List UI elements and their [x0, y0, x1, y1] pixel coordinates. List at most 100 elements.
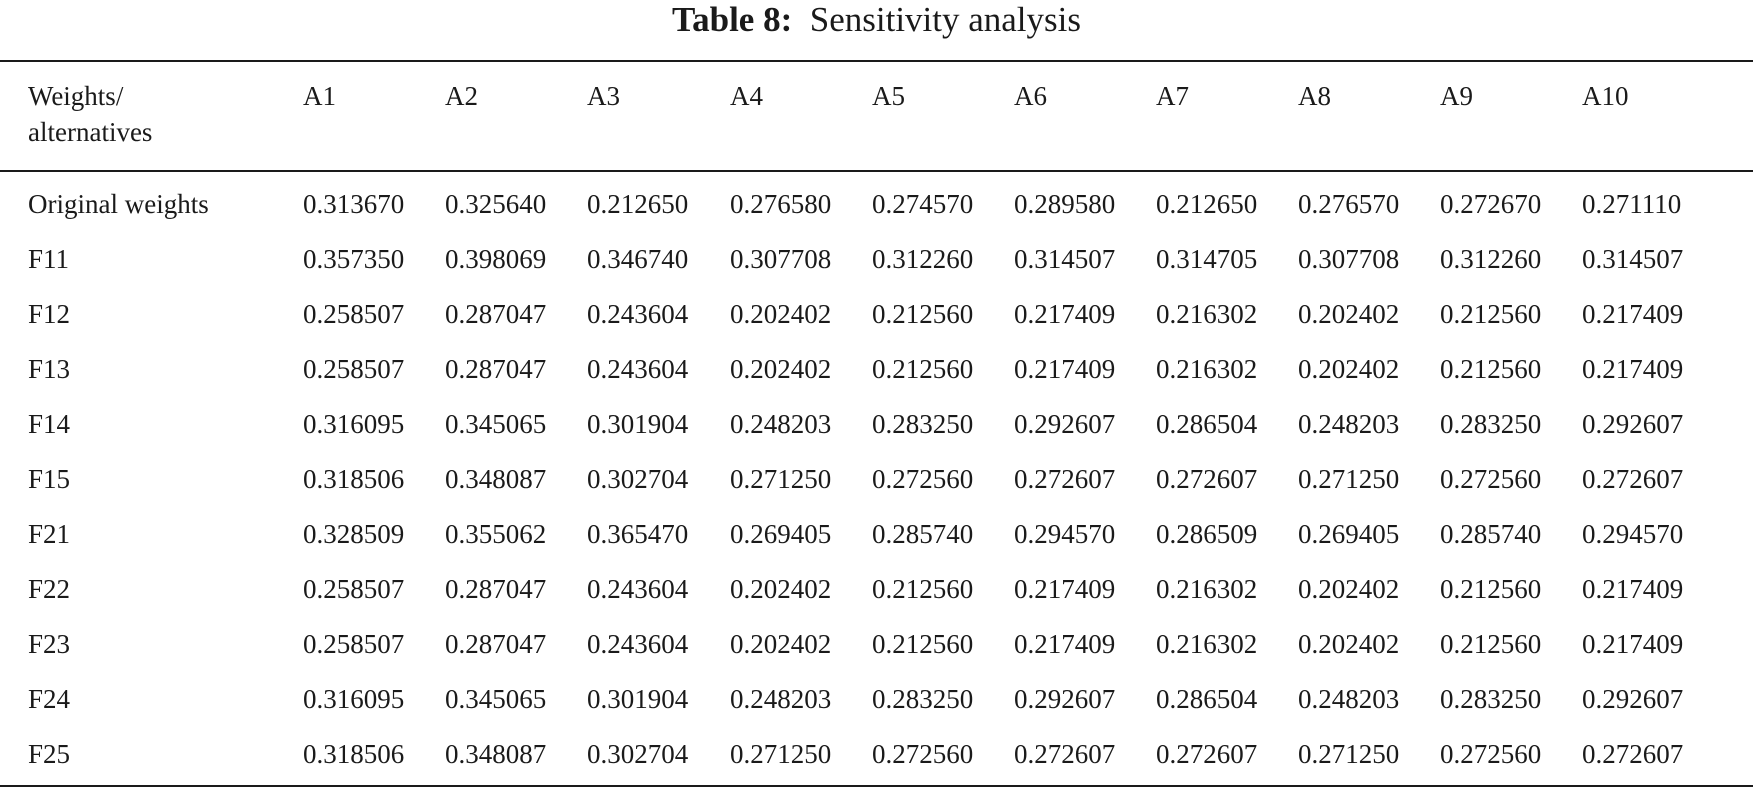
table-cell: 0.212560: [1440, 574, 1542, 604]
table-cell: 0.202402: [1298, 354, 1400, 384]
column-header-a7: A7: [1156, 81, 1189, 111]
table-cell: 0.316095: [303, 684, 405, 714]
table-cell: 0.212560: [872, 299, 974, 329]
table-cell: 0.292607: [1582, 684, 1684, 714]
table-cell: 0.286504: [1156, 409, 1258, 439]
row-label: F21: [28, 519, 71, 549]
table-cell: 0.307708: [730, 244, 832, 274]
table-cell: 0.348087: [445, 464, 547, 494]
row-label: F23: [28, 629, 71, 659]
table-cell: 0.318506: [303, 464, 405, 494]
table-cell: 0.272560: [872, 739, 974, 769]
table-cell: 0.243604: [587, 354, 689, 384]
header-first-column-line2: alternatives: [28, 117, 153, 147]
table-cell: 0.258507: [303, 354, 405, 384]
table-cell: 0.217409: [1014, 574, 1116, 604]
table-cell: 0.212560: [872, 354, 974, 384]
table-cell: 0.217409: [1582, 299, 1684, 329]
table-cell: 0.302704: [587, 464, 689, 494]
table-cell: 0.286509: [1156, 519, 1258, 549]
table-cell: 0.357350: [303, 244, 405, 274]
table-cell: 0.272607: [1014, 739, 1116, 769]
table-cell: 0.272607: [1582, 739, 1684, 769]
table-cell: 0.292607: [1014, 684, 1116, 714]
row-label: F11: [28, 244, 70, 274]
table-cell: 0.272670: [1440, 189, 1542, 219]
table-cell: 0.202402: [730, 299, 832, 329]
table-cell: 0.307708: [1298, 244, 1400, 274]
table-cell: 0.274570: [872, 189, 974, 219]
table-cell: 0.271250: [1298, 739, 1400, 769]
table-cell: 0.283250: [1440, 409, 1542, 439]
table-cell: 0.285740: [1440, 519, 1542, 549]
row-label: F24: [28, 684, 71, 714]
table-bottom-rule: [0, 785, 1753, 787]
table-cell: 0.316095: [303, 409, 405, 439]
table-cell: 0.216302: [1156, 299, 1258, 329]
table-cell: 0.292607: [1582, 409, 1684, 439]
table-cell: 0.212650: [587, 189, 689, 219]
table-cell: 0.287047: [445, 354, 547, 384]
table-cell: 0.212560: [1440, 629, 1542, 659]
table-cell: 0.328509: [303, 519, 405, 549]
table-cell: 0.292607: [1014, 409, 1116, 439]
table-cell: 0.287047: [445, 299, 547, 329]
column-header-a8: A8: [1298, 81, 1331, 111]
table-cell: 0.212560: [872, 629, 974, 659]
table-cell: 0.283250: [872, 409, 974, 439]
table-cell: 0.216302: [1156, 629, 1258, 659]
table-cell: 0.217409: [1582, 629, 1684, 659]
column-header-a5: A5: [872, 81, 905, 111]
table-cell: 0.248203: [1298, 684, 1400, 714]
table-cell: 0.243604: [587, 299, 689, 329]
table-cell: 0.348087: [445, 739, 547, 769]
column-header-a4: A4: [730, 81, 763, 111]
table-cell: 0.318506: [303, 739, 405, 769]
row-label: F12: [28, 299, 71, 329]
table-cell: 0.272607: [1582, 464, 1684, 494]
table-cell: 0.285740: [872, 519, 974, 549]
row-label: F25: [28, 739, 71, 769]
table-header-rule: [0, 170, 1753, 172]
table-cell: 0.243604: [587, 574, 689, 604]
table-cell: 0.202402: [1298, 574, 1400, 604]
table-cell: 0.283250: [872, 684, 974, 714]
row-label: F22: [28, 574, 71, 604]
table-cell: 0.287047: [445, 574, 547, 604]
table-cell: 0.271110: [1582, 189, 1682, 219]
row-label: F14: [28, 409, 71, 439]
table-cell: 0.313670: [303, 189, 405, 219]
table-cell: 0.346740: [587, 244, 689, 274]
table-cell: 0.301904: [587, 684, 689, 714]
table-cell: 0.258507: [303, 299, 405, 329]
table-cell: 0.272607: [1014, 464, 1116, 494]
table-cell: 0.202402: [1298, 629, 1400, 659]
table-top-rule: [0, 60, 1753, 62]
table-cell: 0.289580: [1014, 189, 1116, 219]
table-cell: 0.345065: [445, 684, 547, 714]
table-cell: 0.272607: [1156, 739, 1258, 769]
table-cell: 0.202402: [730, 574, 832, 604]
table-cell: 0.217409: [1582, 574, 1684, 604]
table-cell: 0.287047: [445, 629, 547, 659]
table-cell: 0.248203: [1298, 409, 1400, 439]
table-cell: 0.398069: [445, 244, 547, 274]
header-first-column-line1: Weights/: [28, 81, 124, 111]
table-cell: 0.294570: [1014, 519, 1116, 549]
column-header-a9: A9: [1440, 81, 1473, 111]
table-cell: 0.212650: [1156, 189, 1258, 219]
table-caption: Table 8: Sensitivity analysis: [0, 0, 1753, 40]
table-cell: 0.248203: [730, 684, 832, 714]
table-cell: 0.258507: [303, 574, 405, 604]
table-cell: 0.258507: [303, 629, 405, 659]
row-label: F15: [28, 464, 71, 494]
table-cell: 0.312260: [1440, 244, 1542, 274]
table-cell: 0.314507: [1014, 244, 1116, 274]
table-cell: 0.212560: [872, 574, 974, 604]
column-header-a1: A1: [303, 81, 336, 111]
table-cell: 0.325640: [445, 189, 547, 219]
table-cell: 0.216302: [1156, 354, 1258, 384]
table-cell: 0.217409: [1014, 629, 1116, 659]
table-caption-title: Sensitivity analysis: [809, 0, 1081, 39]
